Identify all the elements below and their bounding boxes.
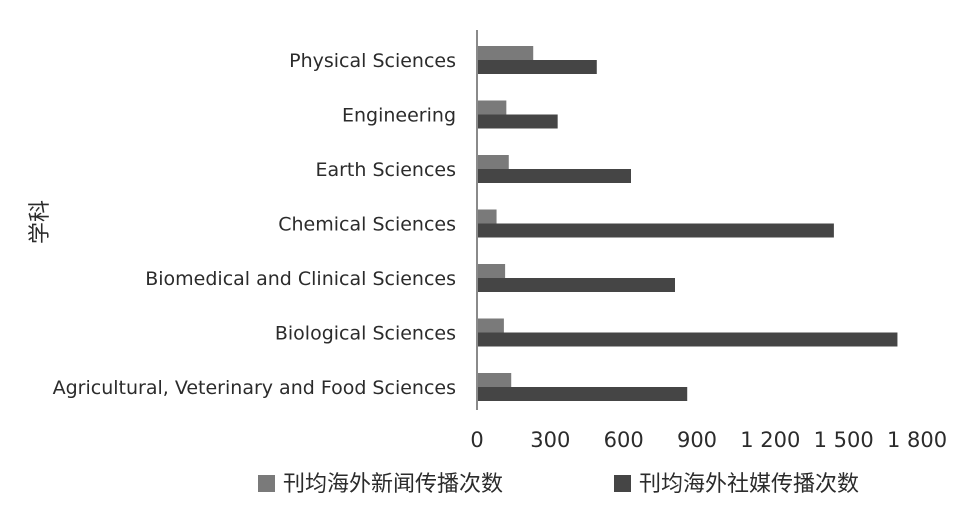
x-tick-label: 900 <box>677 428 717 452</box>
bar-social <box>477 223 834 238</box>
x-tick-label: 1 800 <box>887 428 947 452</box>
bar-news <box>477 373 512 387</box>
bar-social <box>477 332 898 347</box>
x-tick-label: 0 <box>470 428 483 452</box>
category-labels: Physical Sciences Engineering Earth Scie… <box>53 50 456 399</box>
category-label: Agricultural, Veterinary and Food Scienc… <box>53 377 456 399</box>
bars <box>477 46 898 401</box>
y-axis-title: 学科 <box>28 200 53 244</box>
x-tick-labels: 0 300 600 900 1 200 1 500 1 800 <box>470 428 947 452</box>
bar-news <box>477 209 497 224</box>
category-label: Engineering <box>342 105 456 127</box>
category-label: Physical Sciences <box>289 50 456 72</box>
bar-social <box>477 114 558 129</box>
bar-news <box>477 318 504 333</box>
bar-social <box>477 169 631 183</box>
bar-news <box>477 46 534 60</box>
x-tick-label: 1 200 <box>740 428 800 452</box>
x-tick-label: 600 <box>604 428 644 452</box>
bar-news <box>477 155 509 169</box>
x-tick-label: 1 500 <box>814 428 874 452</box>
x-tick-label: 300 <box>530 428 570 452</box>
category-label: Earth Sciences <box>315 159 456 181</box>
bar-social <box>477 387 688 401</box>
bar-news <box>477 264 506 278</box>
legend-swatch-social <box>614 475 631 492</box>
bar-social <box>477 278 675 292</box>
category-label: Biomedical and Clinical Sciences <box>145 268 456 290</box>
bar-social <box>477 60 597 74</box>
legend-swatch-news <box>258 475 275 492</box>
category-label: Chemical Sciences <box>278 214 456 236</box>
legend-label-news: 刊均海外新闻传播次数 <box>283 472 503 497</box>
legend: 刊均海外新闻传播次数 刊均海外社媒传播次数 <box>258 472 859 497</box>
category-label: Biological Sciences <box>275 323 456 345</box>
bar-news <box>477 100 507 115</box>
legend-label-social: 刊均海外社媒传播次数 <box>639 472 859 497</box>
